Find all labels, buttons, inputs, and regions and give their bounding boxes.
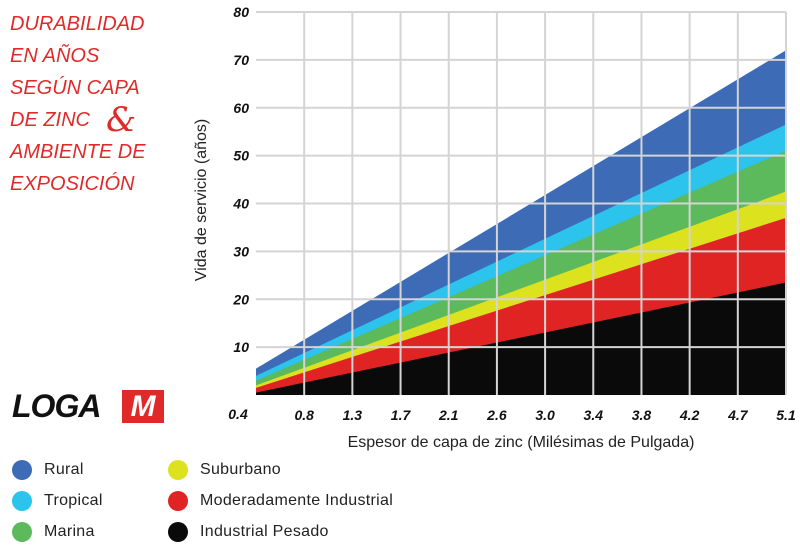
x-tick-label: 3.0 [535, 407, 555, 423]
x-tick-label: 0.8 [294, 407, 314, 423]
logo-text: LOGA [12, 388, 101, 424]
x-tick-label: 3.8 [632, 407, 652, 423]
title-line: EN AÑOS [10, 45, 100, 67]
x-tick-label: 3.4 [584, 407, 604, 423]
x-tick-label: 2.6 [486, 407, 507, 423]
title-line: DE ZINC [10, 109, 90, 131]
title-line: SEGÚN CAPA [10, 77, 140, 99]
chart-title: DURABILIDAD EN AÑOS SEGÚN CAPA DE ZINC A… [10, 8, 185, 200]
x-tick-label: 1.3 [343, 407, 363, 423]
x-axis-title: Espesor de capa de zinc (Milésimas de Pu… [348, 434, 695, 451]
y-tick-label: 60 [233, 100, 249, 116]
y-tick-label: 30 [233, 243, 249, 259]
title-line: AMBIENTE DE [10, 141, 146, 163]
x-tick-label: 5.1 [776, 407, 796, 423]
x-tick-label: 0.4 [228, 406, 248, 422]
title-line: EXPOSICIÓN [10, 173, 135, 195]
title-line: DURABILIDAD [10, 13, 145, 35]
y-tick-label: 20 [232, 291, 249, 307]
area-series [256, 282, 786, 395]
y-tick-label: 50 [233, 148, 249, 164]
x-tick-label: 1.7 [391, 407, 412, 423]
x-tick-label: 4.2 [679, 407, 700, 423]
y-tick-label: 40 [232, 196, 249, 212]
y-axis-title: Vida de servicio (años) [193, 119, 210, 281]
title-ampersand: & [106, 100, 137, 140]
x-tick-label: 4.7 [727, 407, 749, 423]
y-tick-label: 10 [233, 339, 249, 355]
y-tick-label: 70 [233, 52, 249, 68]
x-tick-label: 2.1 [438, 407, 459, 423]
logo-mark: M [122, 390, 164, 423]
y-tick-label: 80 [233, 4, 249, 20]
